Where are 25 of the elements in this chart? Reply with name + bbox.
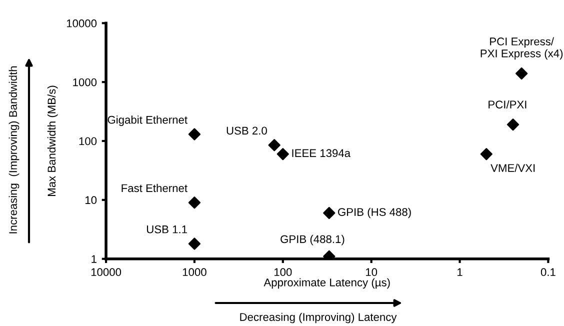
y-axis-title: Max Bandwidth (MB/s) xyxy=(47,86,58,196)
annotation: Fast Ethernet xyxy=(122,184,188,192)
y-tick-label: 1 xyxy=(92,255,96,263)
annotation: GPIB (488.1) xyxy=(280,234,344,246)
annotation: PCI Express/ PXI Express (x4) xyxy=(480,37,563,60)
annotation: PCI/PXI xyxy=(488,100,526,108)
text: Increasing (Improving) Bandwidth xyxy=(8,66,20,234)
y-tick-label: 1000 xyxy=(73,78,97,86)
text: Decreasing (Improving) Latency xyxy=(240,312,397,324)
annotation: IEEE 1394a xyxy=(292,149,351,158)
x-tick-label: 1000 xyxy=(182,268,206,276)
annotation: GPIB (HS 488) xyxy=(338,208,411,218)
x-tick-label: 1 xyxy=(458,268,462,276)
x-tick-label: 100 xyxy=(274,268,292,276)
x-tick-label: 10 xyxy=(366,268,378,276)
x-tick-label: 10000 xyxy=(91,268,122,276)
annotation: Gigabit Ethernet xyxy=(108,116,188,126)
x-axis-title: Approximate Latency (µs) xyxy=(264,278,390,289)
annotation: VME/VXI xyxy=(490,164,535,172)
x-tick-label: 0.1 xyxy=(540,268,556,276)
y-tick-label: 100 xyxy=(79,137,97,146)
y-tick-label: 10000 xyxy=(66,19,97,28)
annotation: USB 2.0 xyxy=(226,126,267,135)
annotation: USB 1.1 xyxy=(147,225,187,234)
y-tick-label: 10 xyxy=(85,196,97,204)
